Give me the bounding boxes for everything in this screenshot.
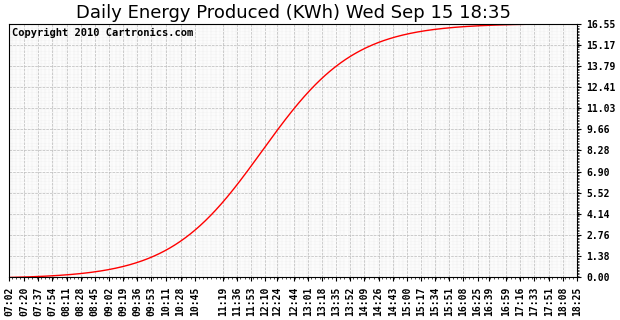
Title: Daily Energy Produced (KWh) Wed Sep 15 18:35: Daily Energy Produced (KWh) Wed Sep 15 1… [76, 4, 511, 22]
Text: Copyright 2010 Cartronics.com: Copyright 2010 Cartronics.com [12, 28, 193, 37]
